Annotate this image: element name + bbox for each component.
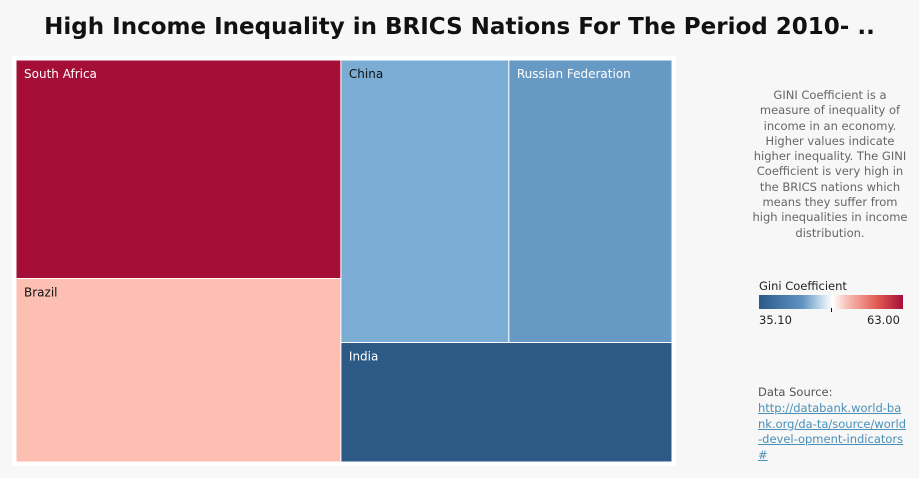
treemap-tile-brazil[interactable]: Brazil — [15, 278, 342, 463]
source-link[interactable]: http://databank.world-bank.org/da-ta/sou… — [758, 401, 906, 462]
treemap-tile-south-africa[interactable]: South Africa — [15, 59, 342, 280]
treemap-tile-india[interactable]: India — [340, 342, 673, 463]
description-note: GINI Coefficient is a measure of inequal… — [752, 88, 908, 240]
treemap-label: China — [349, 67, 383, 81]
treemap-rect[interactable] — [15, 59, 342, 280]
treemap-label: Russian Federation — [517, 67, 631, 81]
source-label: Data Source: — [758, 385, 833, 399]
legend-min-label: 35.10 — [759, 313, 792, 327]
treemap-tile-russian-federation[interactable]: Russian Federation — [508, 59, 673, 344]
treemap-frame: South Africa Brazil China Russian Federatio… — [12, 56, 676, 466]
treemap-label: Brazil — [24, 286, 58, 300]
legend-color-bar — [759, 295, 903, 309]
treemap-tile-china[interactable]: China — [340, 59, 510, 344]
legend-max-label: 63.00 — [867, 313, 900, 327]
treemap-rect[interactable] — [15, 278, 342, 463]
treemap-label: India — [349, 350, 378, 364]
treemap-rect[interactable] — [340, 59, 510, 344]
chart-title: High Income Inequality in BRICS Nations … — [44, 14, 875, 40]
legend-title: Gini Coefficient — [759, 279, 847, 293]
treemap-chart: South Africa Brazil China Russian Federatio… — [15, 59, 673, 463]
treemap-rect[interactable] — [340, 342, 673, 463]
treemap-label: South Africa — [24, 67, 97, 81]
treemap-rect[interactable] — [508, 59, 673, 344]
legend-tick — [831, 308, 832, 312]
